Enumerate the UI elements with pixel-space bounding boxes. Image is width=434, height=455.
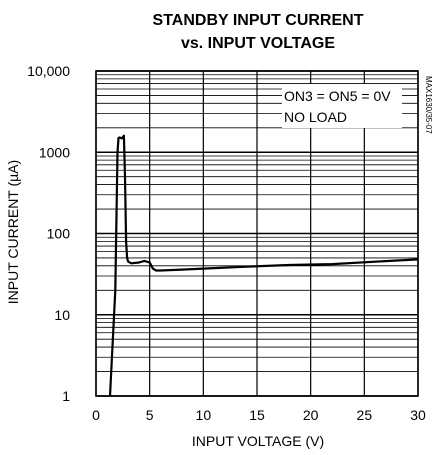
annotation-box: ON3 = ON5 = 0V NO LOAD (282, 84, 402, 128)
x-tick-label: 15 (249, 407, 265, 423)
y-tick-label: 1 (62, 388, 70, 404)
x-tick-label: 30 (410, 407, 426, 423)
x-tick-label: 0 (92, 407, 100, 423)
y-tick-label: 1000 (39, 144, 70, 160)
annotation-line1: ON3 = ON5 = 0V (284, 88, 391, 104)
y-tick-label: 100 (47, 226, 71, 242)
x-axis-label: INPUT VOLTAGE (V) (192, 433, 324, 449)
annotation-background (282, 84, 402, 128)
annotation-line2: NO LOAD (284, 109, 347, 125)
y-tick-label: 10,000 (27, 63, 70, 79)
x-axis-ticks: 0 5 10 15 20 25 30 (92, 407, 426, 423)
part-number: MAX1630/35-07 (424, 76, 433, 134)
plot-border (95, 70, 419, 397)
chart-title-line1: STANDBY INPUT CURRENT (153, 12, 364, 29)
x-tick-label: 10 (196, 407, 212, 423)
x-tick-label: 5 (146, 407, 154, 423)
series-line (108, 134, 419, 397)
y-axis-label: INPUT CURRENT (µA) (5, 160, 21, 304)
chart-title-line2: vs. INPUT VOLTAGE (181, 35, 335, 52)
x-tick-label: 25 (357, 407, 373, 423)
x-tick-label: 20 (303, 407, 319, 423)
y-tick-label: 10 (54, 307, 70, 323)
plot-frame (95, 70, 419, 397)
y-axis-ticks: 1 10 100 1000 10,000 (27, 63, 70, 404)
